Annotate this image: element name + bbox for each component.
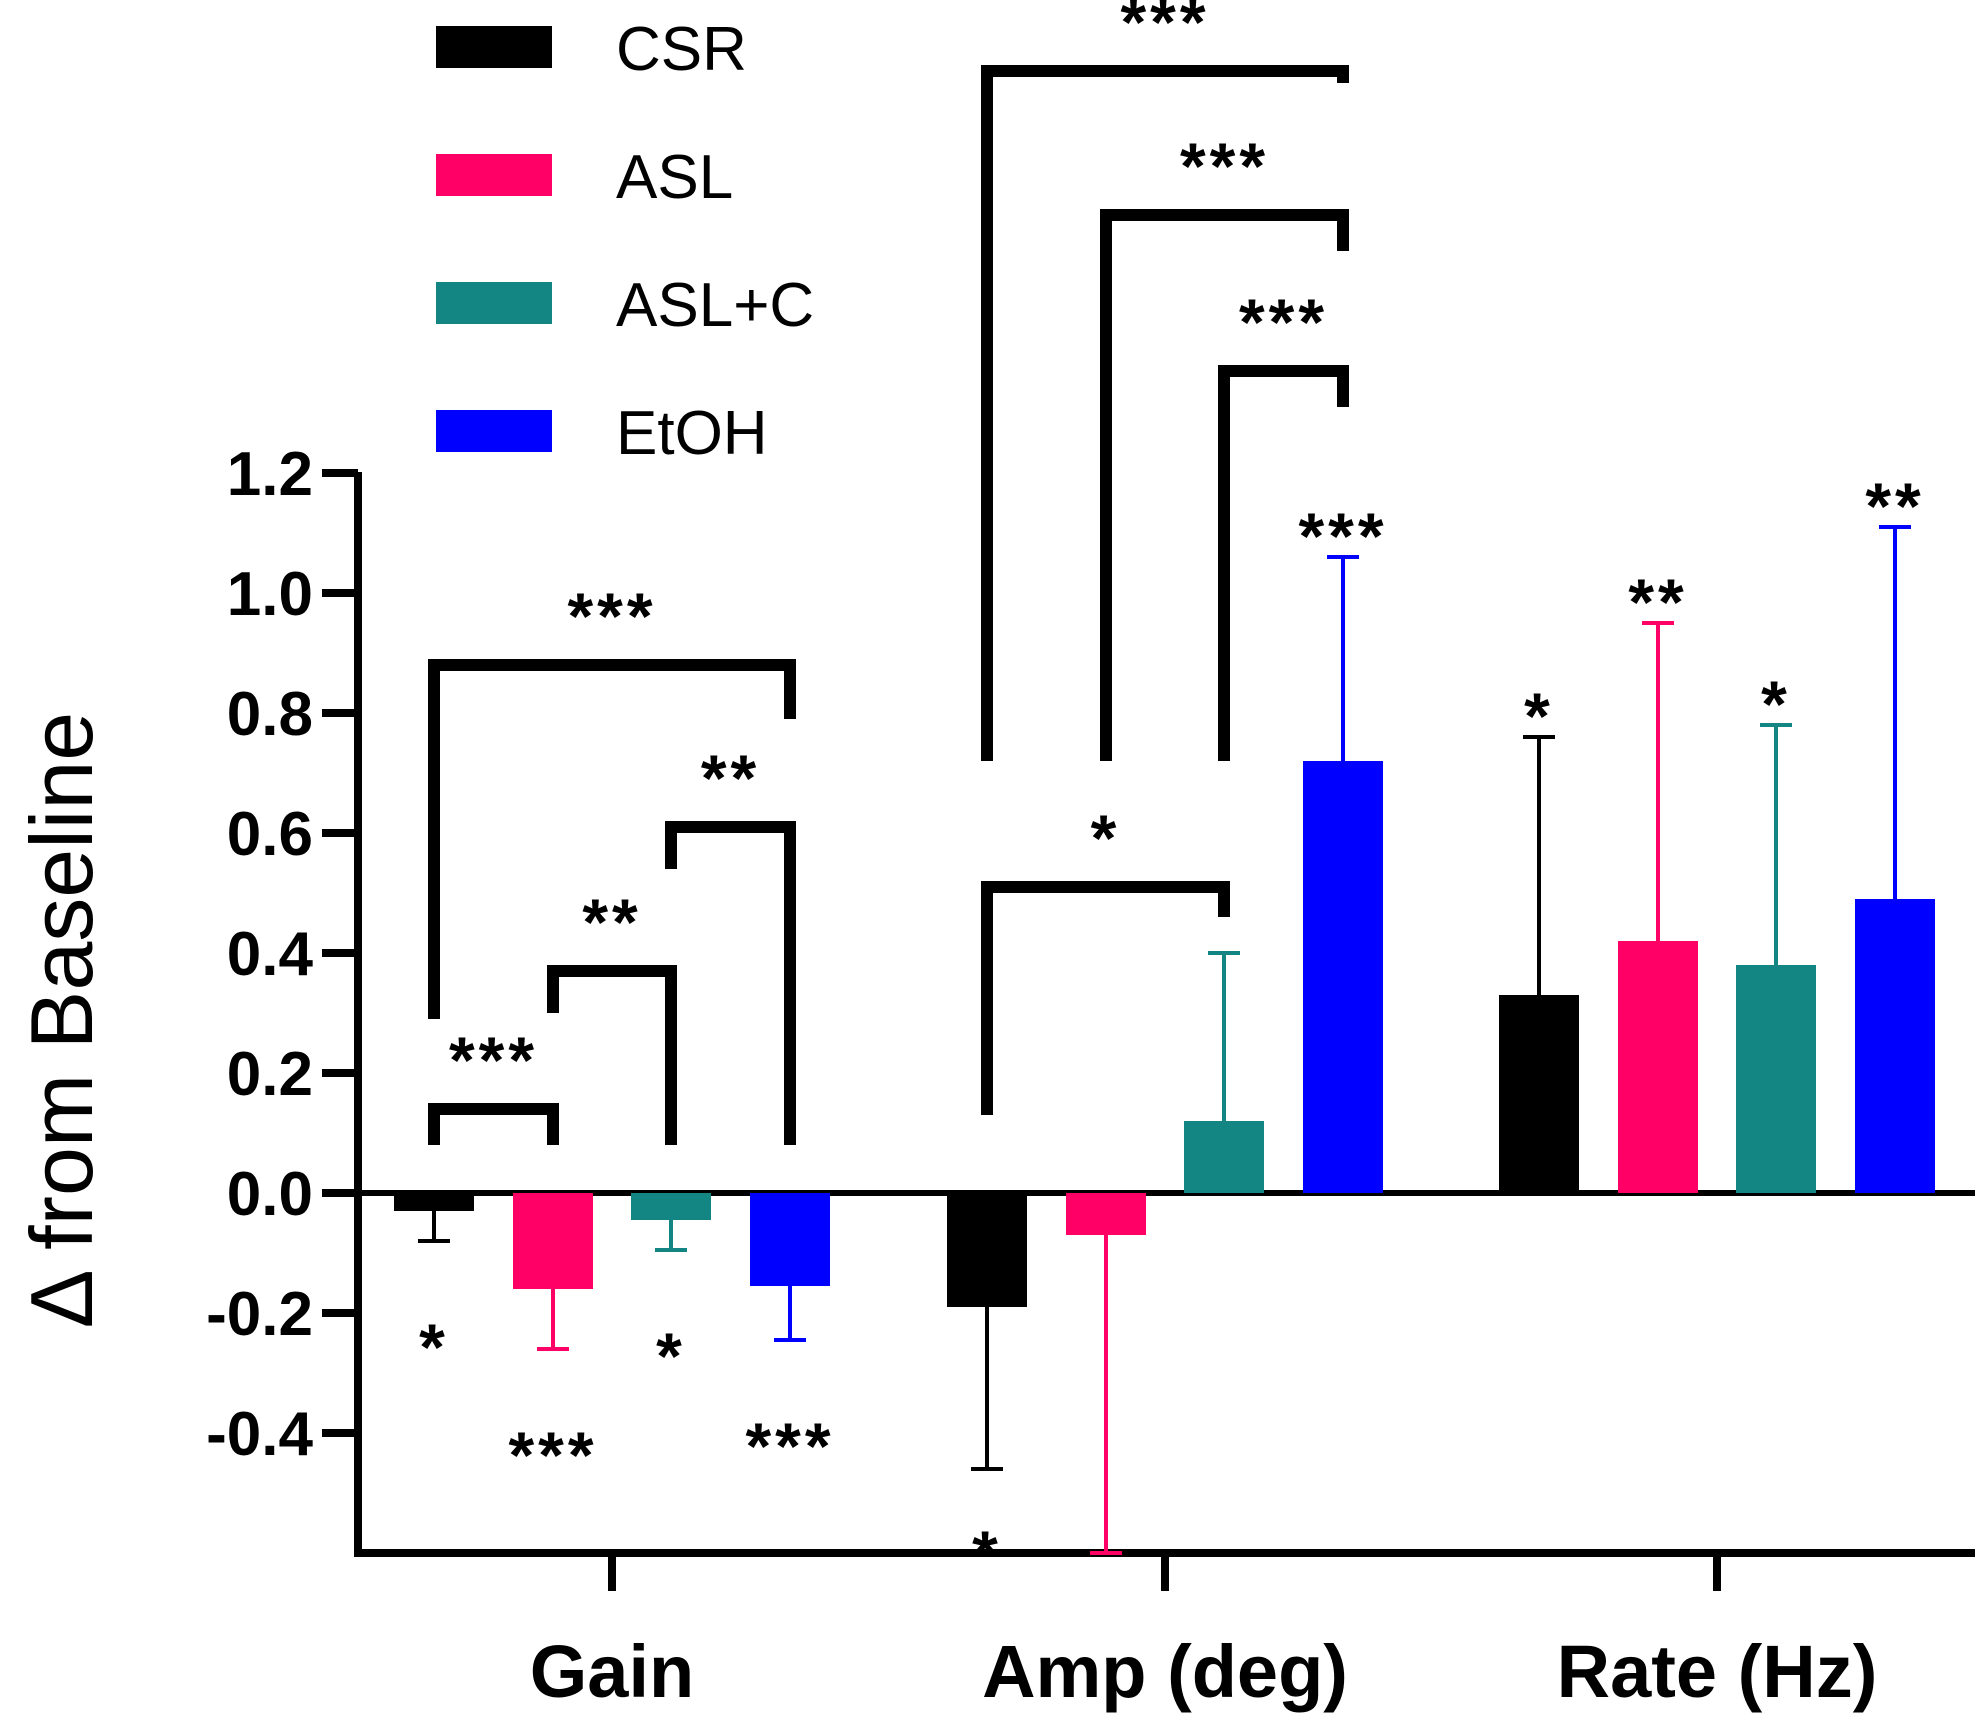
comparison-label: * xyxy=(1091,801,1121,875)
comparison-bracket xyxy=(428,1103,559,1145)
bar xyxy=(750,1193,830,1286)
comparison-bracket xyxy=(1100,209,1349,761)
bar xyxy=(947,1193,1027,1307)
significance-label: * xyxy=(972,1517,1002,1591)
bar xyxy=(1184,1121,1264,1193)
bar xyxy=(1303,761,1383,1193)
comparison-label: ** xyxy=(582,885,641,959)
significance-label: * xyxy=(419,1310,449,1384)
comparison-bracket xyxy=(1218,365,1349,761)
comparison-label: *** xyxy=(567,579,656,653)
bar xyxy=(1618,941,1698,1193)
bar xyxy=(1736,965,1816,1193)
y-tick-label: 1.2 xyxy=(227,440,313,509)
bar xyxy=(394,1193,474,1211)
legend-label: CSR xyxy=(616,15,747,84)
significance-label: ** xyxy=(1865,469,1924,543)
comparison-bracket xyxy=(981,65,1349,761)
legend-swatch xyxy=(436,282,552,324)
bar xyxy=(1499,995,1579,1193)
bar xyxy=(1066,1193,1146,1235)
y-axis-label: Δ from Baseline xyxy=(12,712,111,1328)
significance-label: * xyxy=(1761,667,1791,741)
significance-label: ** xyxy=(1628,565,1687,639)
legend-label: ASL xyxy=(616,143,733,212)
x-tick-label: Amp (deg) xyxy=(982,1630,1348,1713)
y-tick-label: 0.0 xyxy=(227,1160,313,1229)
y-tick-label: 0.4 xyxy=(227,920,314,989)
bar xyxy=(631,1193,711,1220)
significance-label: * xyxy=(1524,679,1554,753)
comparison-label: *** xyxy=(1180,129,1269,203)
y-tick-label: -0.2 xyxy=(206,1280,313,1349)
x-tick-label: Gain xyxy=(530,1630,694,1713)
bar xyxy=(1855,899,1935,1193)
y-tick-label: 0.8 xyxy=(227,680,313,749)
comparison-label: *** xyxy=(449,1023,538,1097)
comparison-bracket xyxy=(981,881,1230,1115)
legend-label: EtOH xyxy=(616,399,768,468)
legend-swatch xyxy=(436,26,552,68)
x-tick-label: Rate (Hz) xyxy=(1557,1630,1878,1713)
legend-swatch xyxy=(436,154,552,196)
bar xyxy=(513,1193,593,1289)
legend-label: ASL+C xyxy=(616,271,814,340)
y-tick-label: 0.6 xyxy=(227,800,313,869)
comparison-label: *** xyxy=(1120,0,1209,59)
significance-label: *** xyxy=(508,1418,597,1492)
y-tick-label: 1.0 xyxy=(227,560,313,629)
significance-label: *** xyxy=(745,1409,834,1483)
comparison-label: *** xyxy=(1239,285,1328,359)
significance-label: *** xyxy=(1298,499,1387,573)
legend-swatch xyxy=(436,410,552,452)
y-tick-label: 0.2 xyxy=(227,1040,313,1109)
significance-label: * xyxy=(656,1319,686,1393)
comparison-bracket xyxy=(547,965,677,1145)
y-tick-label: -0.4 xyxy=(206,1400,313,1469)
comparison-bracket xyxy=(428,659,796,1019)
comparison-bracket xyxy=(665,821,796,1145)
comparison-label: ** xyxy=(701,741,760,815)
